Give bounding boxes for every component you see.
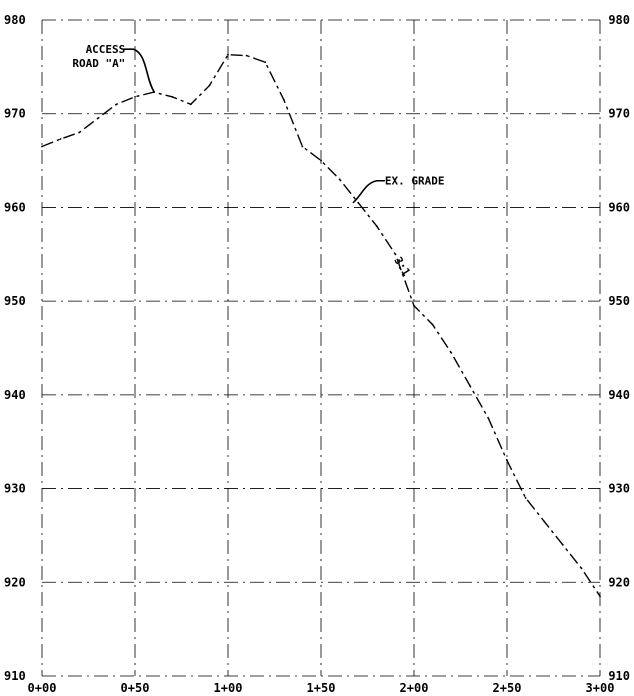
grade-point <box>375 225 378 228</box>
y-tick-label-left: 950 <box>4 294 26 308</box>
grade-point <box>580 567 583 570</box>
grade-point <box>506 459 508 462</box>
x-tick-label: 2+00 <box>400 681 429 695</box>
y-tick-label-right: 930 <box>608 482 630 496</box>
access-road-label: ROAD "A" <box>72 57 125 70</box>
grade-point <box>171 95 174 98</box>
grade-point <box>431 323 434 326</box>
grade-point <box>41 145 43 148</box>
y-tick-label-right: 920 <box>608 575 630 589</box>
x-tick-label: 0+50 <box>121 681 150 695</box>
grade-point <box>227 53 229 56</box>
y-tick-label-left: 910 <box>4 669 26 683</box>
y-tick-label-left: 920 <box>4 575 26 589</box>
grade-point <box>115 103 118 106</box>
grade-point <box>450 351 453 354</box>
y-tick-label-left: 980 <box>4 13 26 27</box>
grade-point <box>282 98 285 101</box>
grade-point <box>301 145 304 148</box>
x-tick-label: 0+00 <box>28 681 57 695</box>
grade-point <box>59 138 62 140</box>
y-tick-label-left: 960 <box>4 200 26 214</box>
x-tick-label: 2+50 <box>493 681 522 695</box>
grade-point <box>134 95 136 98</box>
y-tick-label-left: 930 <box>4 482 26 496</box>
grade-point <box>487 417 490 420</box>
x-tick-label: 3+00 <box>586 681 615 695</box>
grade-point <box>338 178 341 181</box>
y-tick-label-right: 950 <box>608 294 630 308</box>
grade-point <box>599 595 601 598</box>
grade-point <box>264 61 267 64</box>
grid-layer <box>41 19 601 677</box>
grade-point <box>78 131 81 134</box>
grade-point <box>468 384 471 387</box>
grade-point <box>394 253 397 256</box>
x-tick-label: 1+50 <box>307 681 336 695</box>
grade-point <box>413 304 415 307</box>
y-tick-label-right: 910 <box>608 669 630 683</box>
grade-point <box>561 543 564 546</box>
grade-point <box>357 201 360 204</box>
y-tick-label-right: 980 <box>608 13 630 27</box>
ex-grade-leader <box>352 179 385 204</box>
access-road-label: ACCESS <box>86 43 126 56</box>
y-tick-label-right: 940 <box>608 388 630 402</box>
slope-label: 3:1 <box>391 255 413 279</box>
y-tick-label-right: 970 <box>608 107 630 121</box>
grade-point <box>96 117 99 120</box>
grade-point <box>524 497 527 499</box>
grade-point <box>245 54 248 57</box>
grade-point <box>543 520 546 523</box>
ex-grade-label: EX. GRADE <box>385 175 445 188</box>
grade-point <box>208 84 211 87</box>
grade-point <box>320 159 322 162</box>
grade-point <box>189 103 192 106</box>
access-road-leader <box>123 48 156 93</box>
y-tick-label-left: 940 <box>4 388 26 402</box>
y-tick-label-right: 960 <box>608 200 630 214</box>
y-tick-label-left: 970 <box>4 107 26 121</box>
x-tick-label: 1+00 <box>214 681 243 695</box>
series-layer <box>41 53 601 598</box>
